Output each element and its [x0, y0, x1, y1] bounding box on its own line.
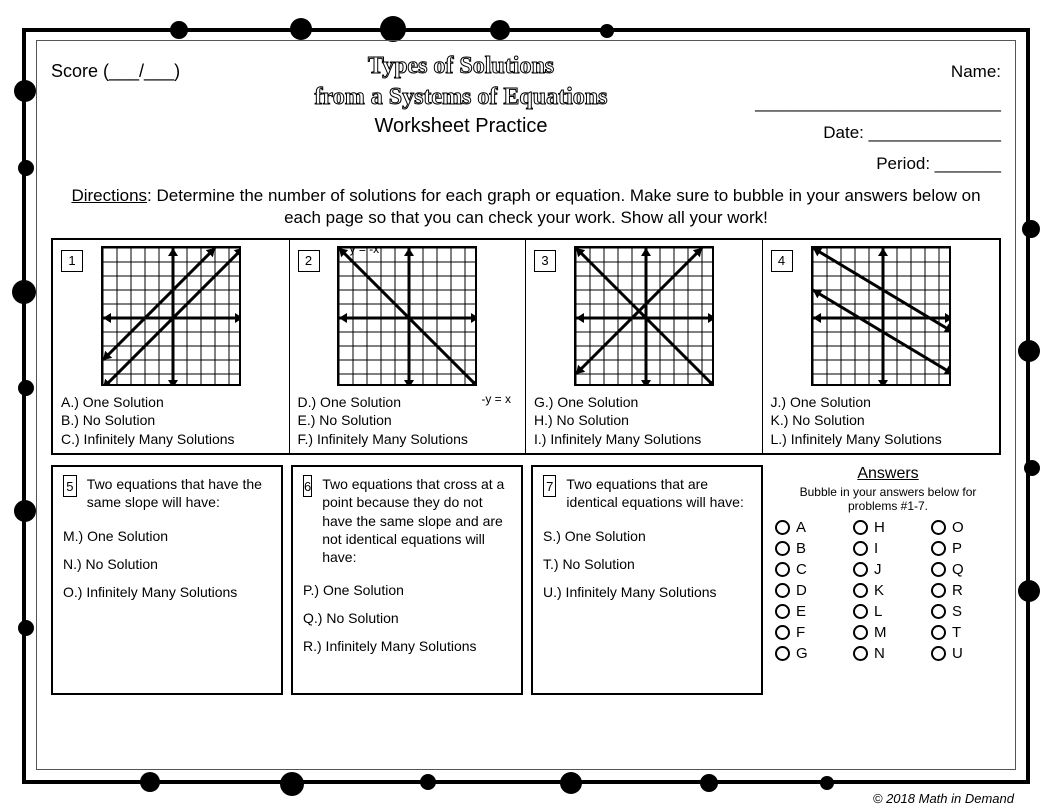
prompt: Two equations that are identical equatio… [566, 475, 751, 511]
bubble-N[interactable]: N [853, 645, 923, 662]
bubble-C[interactable]: C [775, 561, 845, 578]
problem-number: 4 [771, 250, 793, 272]
choice[interactable]: U.) Infinitely Many Solutions [543, 578, 751, 606]
bubble-Q[interactable]: Q [931, 561, 1001, 578]
problem-2: 2y = -x-y = xD.) One SolutionE.) No Solu… [290, 240, 527, 454]
period-field[interactable]: Period: _______ [701, 149, 1001, 180]
copyright: © 2018 Math in Demand [873, 791, 1014, 806]
directions: Directions: Determine the number of solu… [51, 185, 1001, 229]
answers-sub: Bubble in your answers below for problem… [775, 485, 1001, 513]
choice[interactable]: A.) One Solution [61, 393, 281, 412]
problem-number: 5 [63, 475, 77, 497]
choice[interactable]: C.) Infinitely Many Solutions [61, 430, 281, 449]
answers-title: Answers [775, 465, 1001, 483]
choice[interactable]: K.) No Solution [771, 411, 992, 430]
bubble-J[interactable]: J [853, 561, 923, 578]
bubble-M[interactable]: M [853, 624, 923, 641]
graph-problems-row: 1 A.) One SolutionB.) No SolutionC.) Infi… [51, 238, 1001, 456]
bubble-B[interactable]: B [775, 540, 845, 557]
prompt: Two equations that have the same slope w… [87, 475, 271, 511]
problem-number: 7 [543, 475, 556, 497]
bubble-S[interactable]: S [931, 603, 1001, 620]
problem-3: 3 G.) One SolutionH.) No SolutionI.) Infi… [526, 240, 763, 454]
choice[interactable]: T.) No Solution [543, 550, 751, 578]
problem-number: 2 [298, 250, 320, 272]
choice[interactable]: L.) Infinitely Many Solutions [771, 430, 992, 449]
problem-number: 3 [534, 250, 556, 272]
bubble-I[interactable]: I [853, 540, 923, 557]
bubble-F[interactable]: F [775, 624, 845, 641]
choice[interactable]: I.) Infinitely Many Solutions [534, 430, 754, 449]
word-problems-row: 5 Two equations that have the same slope … [51, 465, 1001, 695]
bubble-E[interactable]: E [775, 603, 845, 620]
choice[interactable]: R.) Infinitely Many Solutions [303, 632, 511, 660]
problem-4: 4 J.) One SolutionK.) No SolutionL.) Infi… [763, 240, 1000, 454]
name-field[interactable]: Name: __________________________ [701, 57, 1001, 118]
choice[interactable]: P.) One Solution [303, 576, 511, 604]
bubble-R[interactable]: R [931, 582, 1001, 599]
problem-number: 6 [303, 475, 312, 497]
choice[interactable]: E.) No Solution [298, 411, 518, 430]
choice[interactable]: S.) One Solution [543, 522, 751, 550]
title-line2: from a Systems of Equations [221, 82, 701, 113]
choice[interactable]: G.) One Solution [534, 393, 754, 412]
bubble-O[interactable]: O [931, 519, 1001, 536]
bubble-P[interactable]: P [931, 540, 1001, 557]
answers-panel: Answers Bubble in your answers below for … [771, 465, 1001, 695]
choice[interactable]: Q.) No Solution [303, 604, 511, 632]
choice[interactable]: M.) One Solution [63, 522, 271, 550]
bubble-K[interactable]: K [853, 582, 923, 599]
bubble-L[interactable]: L [853, 603, 923, 620]
bubble-A[interactable]: A [775, 519, 845, 536]
bubble-U[interactable]: U [931, 645, 1001, 662]
bubble-H[interactable]: H [853, 519, 923, 536]
problem-number: 1 [61, 250, 83, 272]
choice[interactable]: J.) One Solution [771, 393, 992, 412]
bubble-D[interactable]: D [775, 582, 845, 599]
choice[interactable]: N.) No Solution [63, 550, 271, 578]
worksheet-frame: Score (___/___) Types of Solutions from … [36, 40, 1016, 770]
prompt: Two equations that cross at a point beca… [322, 475, 511, 566]
subtitle: Worksheet Practice [221, 115, 701, 138]
problem-6: 6 Two equations that cross at a point bec… [291, 465, 523, 695]
problem-7: 7 Two equations that are identical equati… [531, 465, 763, 695]
score-label: Score (___/___) [51, 51, 221, 82]
choice[interactable]: B.) No Solution [61, 411, 281, 430]
problem-1: 1 A.) One SolutionB.) No SolutionC.) Infi… [53, 240, 290, 454]
bubble-G[interactable]: G [775, 645, 845, 662]
choice[interactable]: O.) Infinitely Many Solutions [63, 578, 271, 606]
bubble-T[interactable]: T [931, 624, 1001, 641]
choice[interactable]: F.) Infinitely Many Solutions [298, 430, 518, 449]
title-line1: Types of Solutions [221, 51, 701, 82]
date-field[interactable]: Date: ______________ [701, 118, 1001, 149]
problem-5: 5 Two equations that have the same slope … [51, 465, 283, 695]
choice[interactable]: H.) No Solution [534, 411, 754, 430]
